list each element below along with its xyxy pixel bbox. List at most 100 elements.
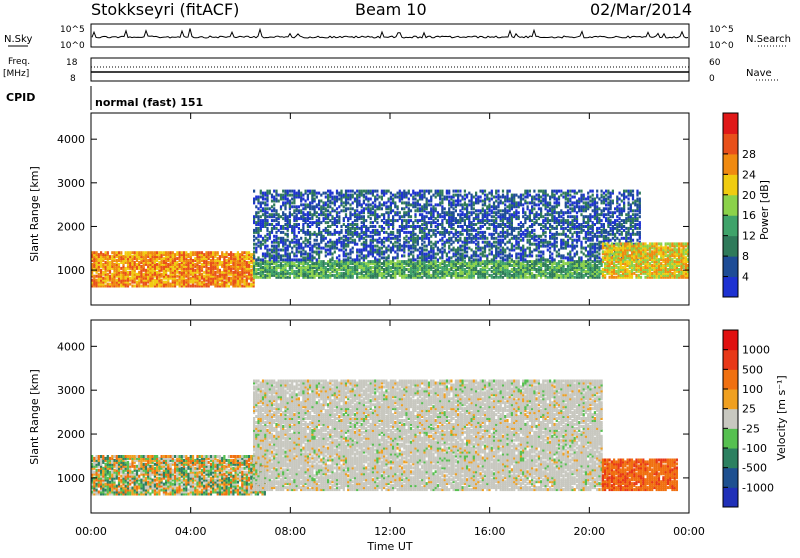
heatmap-cell [484, 223, 486, 226]
heatmap-cell [435, 253, 437, 256]
heatmap-cell [361, 190, 363, 193]
heatmap-cell [323, 217, 325, 220]
heatmap-cell [253, 247, 255, 250]
heatmap-cell [388, 211, 390, 214]
heatmap-cell [327, 225, 329, 228]
heatmap-cell [296, 258, 298, 261]
heatmap-cell [428, 211, 430, 214]
heatmap-cell [383, 237, 385, 240]
heatmap-cell [453, 227, 455, 230]
heatmap-cell [356, 194, 358, 197]
heatmap-cell [262, 266, 264, 269]
heatmap-cell [253, 262, 255, 265]
heatmap-cell [435, 221, 437, 224]
heatmap-cell [374, 256, 376, 259]
heatmap-cell [264, 235, 266, 238]
heatmap-cell [405, 239, 407, 242]
heatmap-cell [399, 225, 401, 228]
heatmap-cell [287, 239, 289, 242]
heatmap-cell [448, 251, 450, 254]
heatmap-cell [488, 223, 490, 226]
heatmap-cell [444, 249, 446, 252]
heatmap-cell [455, 203, 457, 206]
heatmap-cell [439, 249, 441, 252]
heatmap-cell [305, 190, 307, 193]
heatmap-cell [134, 285, 136, 288]
heatmap-cell [462, 249, 464, 252]
heatmap-cell [542, 239, 544, 242]
heatmap-cell [253, 190, 255, 193]
heatmap-cell [336, 190, 338, 193]
heatmap-cell [491, 215, 493, 218]
heatmap-cell [374, 245, 376, 248]
heatmap-cell [571, 272, 573, 275]
heatmap-cell [305, 256, 307, 259]
heatmap-cell [527, 227, 529, 230]
beam-title: Beam 10 [355, 0, 427, 19]
heatmap-cell [423, 215, 425, 218]
heatmap-cell [417, 260, 419, 263]
nsky-series-line [92, 29, 688, 39]
heatmap-cell [187, 253, 189, 256]
heatmap-cell [457, 239, 459, 242]
heatmap-cell [430, 190, 432, 193]
heatmap-cell [500, 209, 502, 212]
heatmap-cell [540, 239, 542, 242]
heatmap-cell [296, 235, 298, 238]
heatmap-cell [468, 215, 470, 218]
heatmap-cell [497, 260, 499, 263]
heatmap-cell [257, 262, 259, 265]
heatmap-cell [370, 203, 372, 206]
heatmap-cell [331, 201, 333, 204]
heatmap-cell [462, 253, 464, 256]
heatmap-cell [291, 239, 293, 242]
heatmap-cell [462, 211, 464, 214]
heatmap-cell [399, 239, 401, 242]
heatmap-cell [361, 209, 363, 212]
heatmap-cell [529, 247, 531, 250]
heatmap-cell [327, 249, 329, 252]
heatmap-cell [493, 233, 495, 236]
heatmap-cell [282, 190, 284, 193]
heatmap-cell [307, 211, 309, 214]
heatmap-cell [509, 190, 511, 193]
heatmap-cell [441, 251, 443, 254]
heatmap-cell [536, 219, 538, 222]
heatmap-cell [441, 231, 443, 234]
heatmap-cell [518, 241, 520, 244]
heatmap-cell [323, 235, 325, 238]
heatmap-cell [533, 207, 535, 210]
heatmap-cell [426, 264, 428, 267]
heatmap-cell [466, 203, 468, 206]
heatmap-cell [145, 269, 147, 272]
heatmap-cell [363, 194, 365, 197]
heatmap-cell [379, 237, 381, 240]
heatmap-cell [352, 207, 354, 210]
heatmap-cell [309, 225, 311, 228]
heatmap-cell [372, 211, 374, 214]
heatmap-cell [500, 235, 502, 238]
heatmap-cell [271, 245, 273, 248]
heatmap-cell [325, 254, 327, 257]
heatmap-cell [444, 241, 446, 244]
heatmap-cell [179, 271, 181, 274]
heatmap-cell [287, 245, 289, 248]
heatmap-cell [367, 245, 369, 248]
heatmap-cell [336, 268, 338, 271]
heatmap-cell [199, 265, 201, 268]
heatmap-cell [565, 268, 567, 271]
heatmap-cell [497, 194, 499, 197]
heatmap-cell [405, 192, 407, 195]
heatmap-cell [343, 272, 345, 275]
heatmap-cell [477, 209, 479, 212]
heatmap-cell [273, 266, 275, 269]
heatmap-cell [542, 270, 544, 273]
heatmap-cell [533, 249, 535, 252]
heatmap-cell [533, 196, 535, 199]
heatmap-cell [365, 190, 367, 193]
heatmap-cell [278, 272, 280, 275]
heatmap-cell [305, 266, 307, 269]
heatmap-cell [334, 260, 336, 263]
heatmap-cell [266, 233, 268, 236]
heatmap-cell [419, 190, 421, 193]
